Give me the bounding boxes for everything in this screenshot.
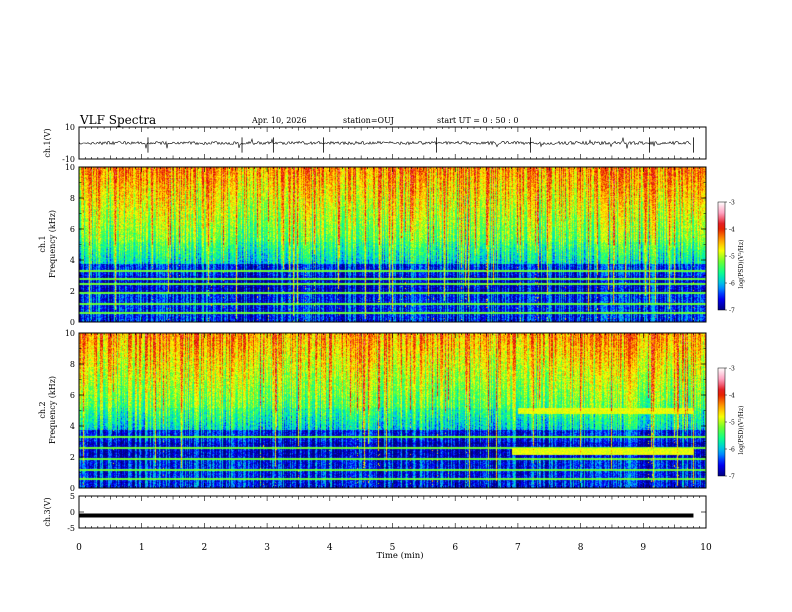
ch3-ylabel: ch.3(V): [43, 497, 52, 526]
ch1-spec-ytick-0: 0: [70, 318, 75, 327]
ch2-spec-ytick-2: 4: [70, 422, 75, 431]
ch1-colorbar-tick-2: -5: [729, 254, 735, 261]
ch1-spec-ytick-3: 6: [70, 225, 75, 234]
ch1-colorbar-label: log(PSD)(V²/Hz): [738, 240, 745, 289]
ch1-spec-ytick-4: 8: [70, 194, 75, 203]
ch2-spec-ytick-0: 0: [70, 484, 75, 493]
ch2-spec-ytick-5: 10: [65, 329, 75, 338]
ch3-ytick-1: 0: [70, 508, 75, 517]
ch2-colorbar-tick-0: -3: [729, 366, 735, 373]
ch1-colorbar-tick-4: -7: [729, 308, 735, 315]
ch2-colorbar: [717, 367, 726, 477]
ch2-spec-ylabel-freq: Frequency (kHz): [48, 376, 57, 444]
ch2-colorbar-tick-2: -5: [729, 420, 735, 427]
xtick-label-0: 0: [76, 543, 82, 553]
ch2-spec-ytick-1: 2: [70, 453, 75, 462]
ch2-spec-ytick-3: 6: [70, 391, 75, 400]
ch2-colorbar-label: log(PSD)(V²/Hz): [738, 406, 745, 455]
xtick-label-3: 3: [264, 543, 270, 553]
chart-title: VLF Spectra: [80, 113, 157, 127]
ch2-colorbar-tick-3: -6: [729, 447, 735, 454]
ch1-ytick-0: 10: [65, 123, 75, 132]
ch1-colorbar-tick-0: -3: [729, 200, 735, 207]
date-label: Apr. 10, 2026: [252, 116, 307, 125]
ch2-colorbar-tick-4: -7: [729, 474, 735, 481]
xtick-label-8: 8: [578, 543, 584, 553]
ch1-ylabel: ch.1(V): [43, 128, 52, 157]
ch2-spectrogram-image: [79, 333, 706, 488]
x-axis-label: Time (min): [376, 550, 423, 561]
ch1-spectrogram-image: [79, 167, 706, 322]
xtick-label-5: 5: [390, 543, 396, 553]
ch2-spec-ytick-4: 8: [70, 360, 75, 369]
xtick-label-2: 2: [202, 543, 208, 553]
xtick-label-6: 6: [452, 543, 458, 553]
ch1-spec-ylabel-channel: ch.1: [38, 235, 47, 252]
xtick-label-4: 4: [327, 543, 333, 553]
ch2-colorbar-tick-1: -4: [729, 393, 735, 400]
xtick-label-10: 10: [700, 543, 712, 553]
ch1-ytick-1: -10: [62, 155, 75, 164]
xtick-label-9: 9: [640, 543, 646, 553]
ch2-spec-ylabel-channel: ch.2: [38, 401, 47, 418]
ch1-colorbar-tick-3: -6: [729, 281, 735, 288]
ch1-spec-ylabel-freq: Frequency (kHz): [48, 210, 57, 278]
ch1-waveform-trace: [78, 137, 692, 149]
xtick-label-7: 7: [515, 543, 521, 553]
ch1-colorbar-tick-1: -4: [729, 227, 735, 234]
ch1-colorbar: [717, 201, 726, 311]
ch3-ytick-0: 5: [70, 492, 75, 501]
ch1-spec-ytick-2: 4: [70, 256, 75, 265]
xtick-label-1: 1: [139, 543, 145, 553]
start-time-label: start UT = 0 : 50 : 0: [437, 116, 519, 125]
ch3-ytick-2: -5: [67, 524, 75, 533]
station-label: station=OUJ: [343, 116, 394, 125]
ch1-spec-ytick-5: 10: [65, 163, 75, 172]
ch1-spec-ytick-1: 2: [70, 287, 75, 296]
